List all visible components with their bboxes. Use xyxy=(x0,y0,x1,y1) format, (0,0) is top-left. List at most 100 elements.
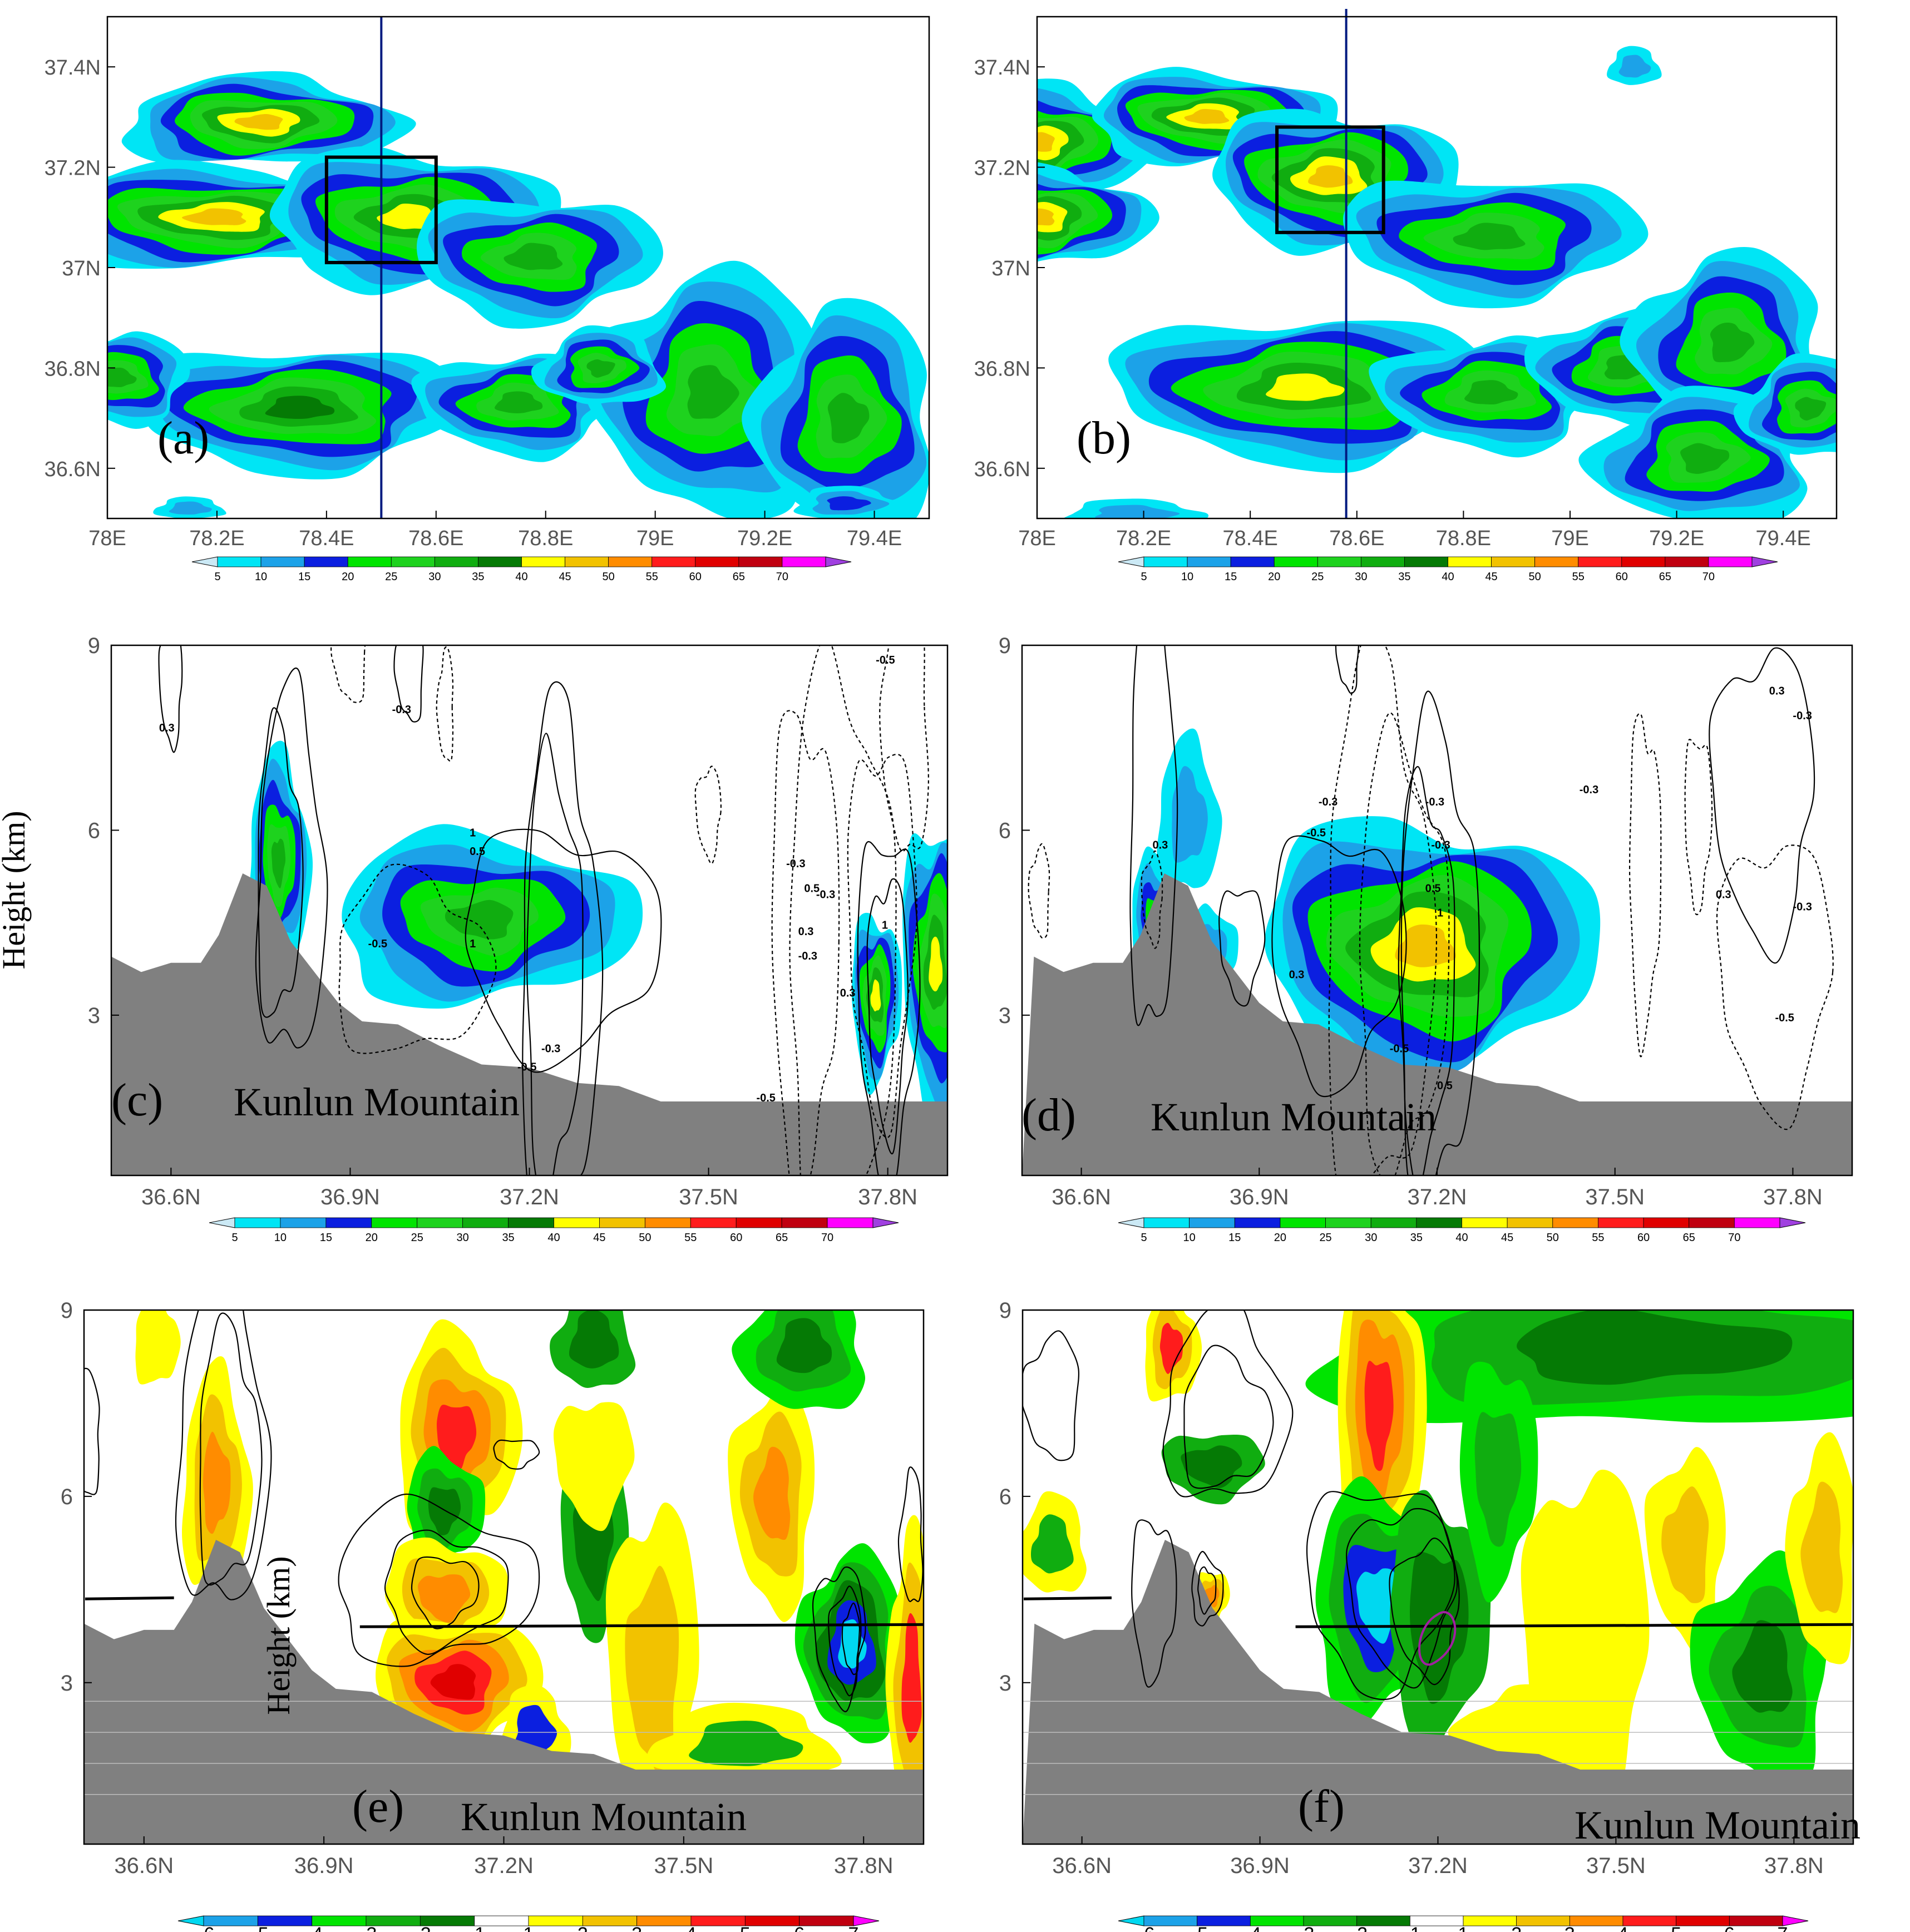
echo-blob-level-6 xyxy=(870,979,881,1012)
contour-line xyxy=(199,1312,263,1586)
contour-line xyxy=(338,1493,540,1667)
contour-line xyxy=(1306,1491,1455,1700)
contour-line xyxy=(1191,1550,1224,1627)
x-tick-label: 36.9N xyxy=(1230,1854,1290,1878)
w-contour-positive xyxy=(1129,645,1178,1026)
w-contour-negative xyxy=(1028,843,1050,939)
echo-blob-level-6 xyxy=(1037,202,1068,233)
panel-f-colorbar-tick-label: 1 xyxy=(1458,1924,1469,1932)
colorbar-a-box xyxy=(347,556,392,567)
colorbar-b-box xyxy=(1665,556,1709,567)
colorbar-c-tick-label: 20 xyxy=(366,1232,378,1244)
x-tick-label: 37.8N xyxy=(1763,1185,1823,1209)
w-contour-negative xyxy=(1328,645,1438,1175)
x-tick-label: 79.4E xyxy=(1756,527,1811,550)
panel-e-colorbar-tick-label: 6 xyxy=(794,1924,805,1932)
y-tick-label: 6 xyxy=(61,1485,73,1509)
contour-label: -0.3 xyxy=(786,858,805,870)
echo-blob-level-7 xyxy=(1395,924,1456,967)
panel-plot-area xyxy=(111,645,947,1175)
colorbar-c-box xyxy=(325,1217,372,1228)
terrain-kunlun xyxy=(84,1540,924,1844)
colorbar-d-tick-label: 15 xyxy=(1228,1232,1241,1244)
panel-f-cross-section: 36.6N 36.9N 37.2N 37.5N 37.8N 3 6 9 (f) −6 −5 −4 −3 −… xyxy=(999,1298,1860,1932)
panel-f-colorbar-tick-label: 6 xyxy=(1724,1924,1735,1932)
div-blob-level-0 xyxy=(135,1310,181,1385)
div-blob-level-1 xyxy=(1474,1412,1522,1547)
colorbar-c-right-arrow xyxy=(872,1217,899,1228)
div-blob-level-2 xyxy=(901,1613,922,1743)
x-tick-label: 78.6E xyxy=(408,527,463,550)
contour-line xyxy=(84,1367,100,1495)
colorbar-d-tick-label: 55 xyxy=(1592,1232,1604,1244)
contour-line xyxy=(828,1585,862,1697)
panel-e-colorbar-box xyxy=(799,1915,854,1926)
colorbar-c-tick-label: 5 xyxy=(231,1232,238,1244)
colorbar-d-tick-label: 65 xyxy=(1683,1232,1695,1244)
w-contour-positive xyxy=(526,733,584,1175)
colorbar-d-box xyxy=(1189,1217,1235,1228)
terrain-label: Kunlun Mountain xyxy=(234,1080,520,1124)
panel-e-colorbar-tick-label: 5 xyxy=(740,1924,751,1932)
panel-e-colorbar-tick-label: 7 xyxy=(848,1924,859,1932)
y-tick-label: 3 xyxy=(61,1671,73,1696)
contour-label: -0.5 xyxy=(1390,1042,1409,1055)
panel-e-colorbar-tick-label: −3 xyxy=(356,1924,377,1932)
panel-f-colorbar-tick-label: −6 xyxy=(1133,1924,1155,1932)
contour-label: -0.5 xyxy=(1307,827,1326,839)
contour-line xyxy=(1023,1330,1080,1461)
colorbar-d-box xyxy=(1734,1217,1780,1228)
echo-blob-level-6 xyxy=(1266,373,1345,401)
colorbar-b-tick-label: 50 xyxy=(1529,571,1541,583)
panel-label: (c) xyxy=(111,1074,163,1126)
y-tick-label: 9 xyxy=(88,634,100,658)
echo-blob-level-5 xyxy=(107,367,137,387)
echo-blob-level-5 xyxy=(495,391,543,413)
contour-label: 1 xyxy=(470,938,476,950)
colorbar-b-right-arrow xyxy=(1751,556,1778,567)
panel-plot-area xyxy=(84,1310,924,1844)
contour-label: -0.3 xyxy=(816,888,835,901)
w-contour-negative xyxy=(789,645,897,1175)
colorbar-a-tick-label: 15 xyxy=(298,571,310,583)
contour-label: 0.5 xyxy=(1425,882,1441,895)
contour-label: -0.3 xyxy=(1580,784,1598,796)
y-tick-label: 6 xyxy=(999,1485,1011,1509)
div-blob-level-1 xyxy=(1661,1486,1709,1603)
colorbar-b-box xyxy=(1360,556,1405,567)
panel-e-colorbar-tick-label: −4 xyxy=(301,1924,323,1932)
contour-line xyxy=(1131,1519,1177,1688)
contour-label: 0.3 xyxy=(1289,969,1305,981)
x-tick-label: 36.6N xyxy=(114,1854,174,1878)
contour-label: -0.3 xyxy=(541,1042,560,1055)
y-tick-label: 3 xyxy=(999,1671,1011,1696)
colorbar-b-box xyxy=(1404,556,1448,567)
y-tick-label: 9 xyxy=(999,1298,1011,1323)
x-tick-label: 37.5N xyxy=(1586,1854,1646,1878)
colorbar-d-tick-label: 60 xyxy=(1637,1232,1650,1244)
y-tick-label: 37.4N xyxy=(45,56,101,80)
w-contour-negative xyxy=(436,646,454,762)
div-blob-level-3 xyxy=(1364,1361,1394,1471)
colorbar-d-right-arrow xyxy=(1779,1217,1806,1228)
colorbar-b-tick-label: 40 xyxy=(1442,571,1454,583)
div-blob-level-2 xyxy=(753,1446,791,1540)
panel-b-map: 78E 78.2E 78.4E 78.6E 78.8E 79E 79.2E 79.4E 36.6… xyxy=(974,9,1838,583)
echo-blob-level-7 xyxy=(234,113,283,130)
colorbar-b-tick-label: 35 xyxy=(1398,571,1410,583)
contour-label: -0.5 xyxy=(368,938,387,950)
w-contour-positive xyxy=(258,707,304,1018)
colorbar-a-box xyxy=(434,556,478,567)
colorbar-c-box xyxy=(234,1217,281,1228)
echo-blob-level-1 xyxy=(1095,505,1180,518)
contour-label: -0.3 xyxy=(1793,901,1812,913)
w-contour-positive xyxy=(158,645,183,753)
panel-f-colorbar-tick-label: 7 xyxy=(1778,1924,1788,1932)
x-tick-label: 37.5N xyxy=(654,1854,713,1878)
terrain-kunlun xyxy=(1023,1540,1853,1844)
y-tick-label: 6 xyxy=(88,818,100,843)
panel-label: (f) xyxy=(1298,1781,1345,1832)
w-contour-positive xyxy=(522,681,604,1175)
panel-e-colorbar-tick-label: −5 xyxy=(247,1924,269,1932)
